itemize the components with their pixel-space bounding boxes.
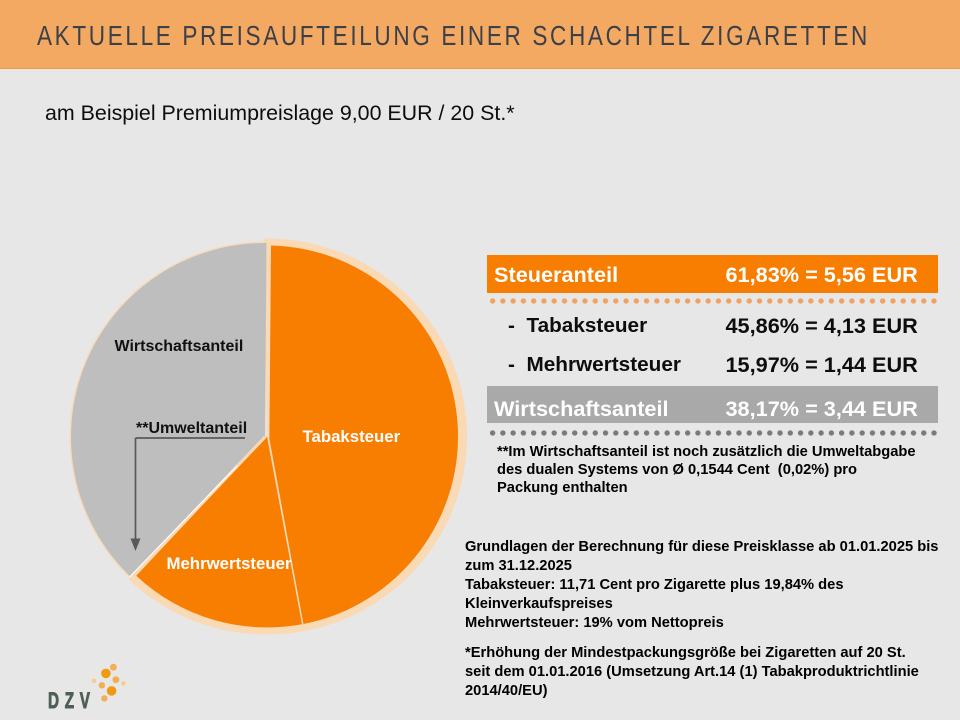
svg-text:DZV: DZV [48, 688, 96, 712]
